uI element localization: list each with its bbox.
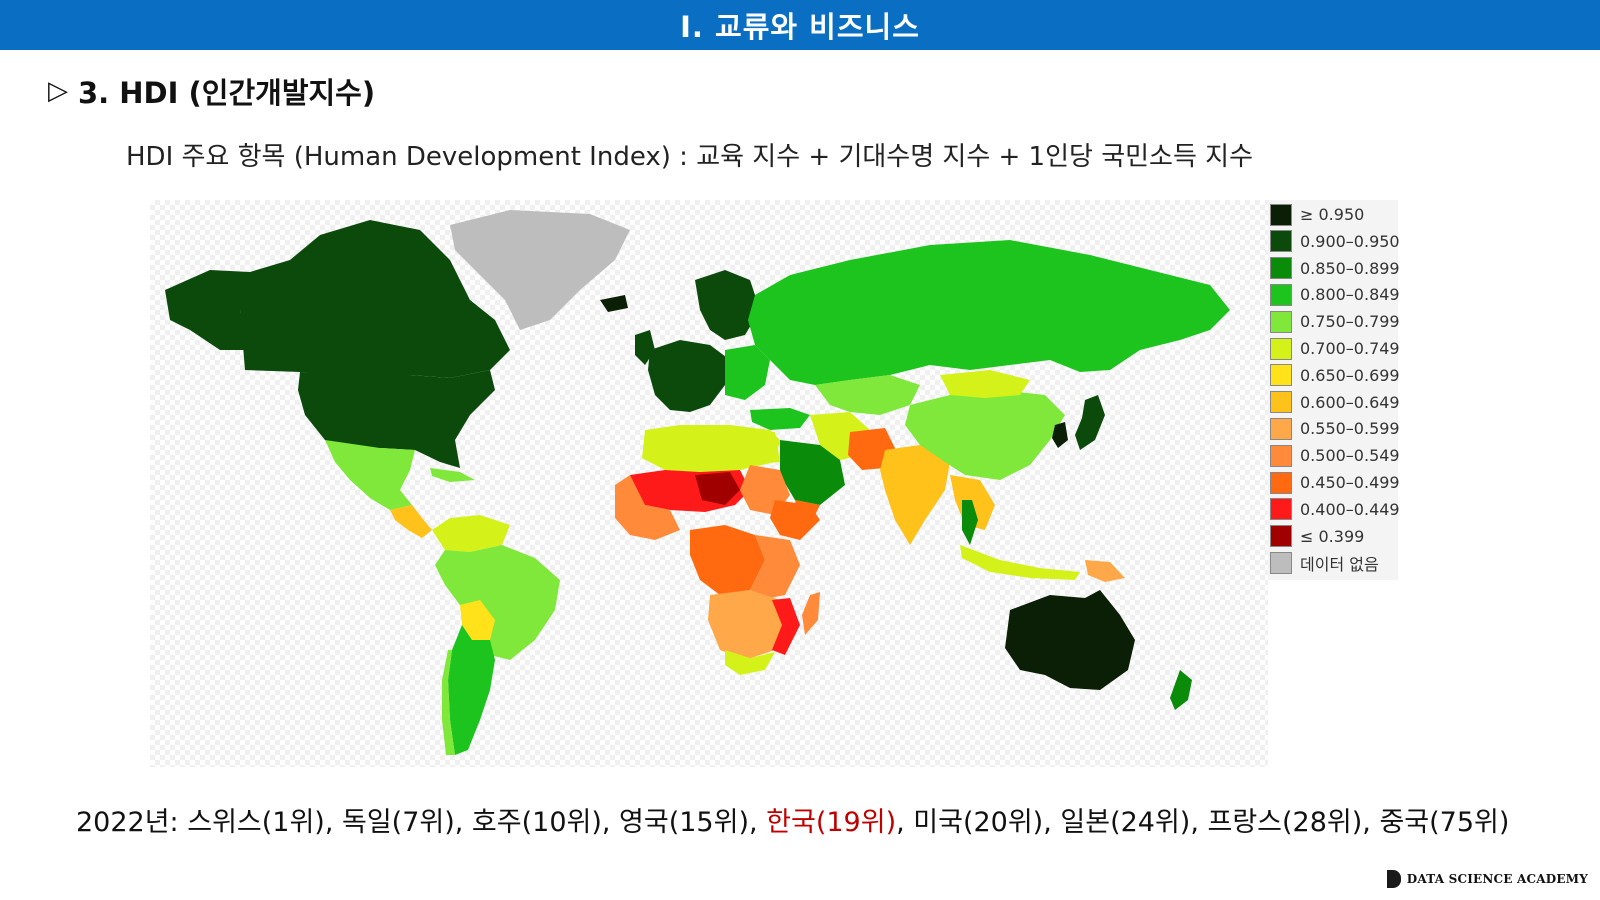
legend-label: 0.900–0.950 (1300, 231, 1400, 251)
region-chad-niger (695, 472, 740, 505)
region-uk (635, 330, 655, 365)
legend-swatch (1270, 310, 1292, 333)
legend-label: 데이터 없음 (1300, 554, 1379, 574)
legend-swatch (1270, 551, 1292, 574)
section-heading: ▷ 3. HDI (인간개발지수) (48, 70, 375, 112)
legend-swatch (1270, 471, 1292, 494)
legend-swatch (1270, 444, 1292, 467)
legend-item: 0.600–0.649 (1270, 390, 1400, 415)
legend-label: 0.750–0.799 (1300, 312, 1400, 332)
region-scandinavia (695, 270, 760, 340)
ranking-suffix: , 미국(20위), 일본(24위), 프랑스(28위), 중국(75위) (896, 807, 1510, 838)
region-western-europe (648, 340, 730, 412)
legend-label: 0.600–0.649 (1300, 392, 1400, 412)
ranking-korea-highlight: 한국(19위) (766, 807, 897, 838)
region-egypt (740, 428, 780, 465)
legend-item: 0.500–0.549 (1270, 443, 1400, 468)
region-greenland (450, 210, 630, 330)
region-papua (1085, 560, 1125, 582)
region-indonesia (960, 545, 1080, 580)
legend-swatch (1270, 391, 1292, 414)
region-china (905, 390, 1065, 480)
region-mexico (325, 440, 415, 510)
legend-swatch (1270, 417, 1292, 440)
legend-label: ≥ 0.950 (1300, 205, 1365, 224)
region-australia (1005, 590, 1135, 690)
legend-item: 0.650–0.699 (1270, 363, 1400, 388)
legend-item: 0.550–0.599 (1270, 416, 1400, 441)
legend-label: 0.550–0.599 (1300, 419, 1400, 439)
legend-swatch (1270, 364, 1292, 387)
region-iceland (600, 295, 628, 312)
header-bar: I. 교류와 비즈니스 (0, 0, 1600, 50)
academy-logo-icon (1386, 870, 1401, 888)
region-turkey (750, 408, 810, 430)
legend-label: ≤ 0.399 (1300, 526, 1365, 546)
legend-label: 0.400–0.449 (1300, 499, 1400, 519)
legend-label: 0.500–0.549 (1300, 446, 1400, 466)
region-central-america (390, 505, 432, 538)
legend-item: 0.750–0.799 (1270, 309, 1400, 334)
section-title: 3. HDI (인간개발지수) (78, 76, 376, 110)
legend-item: 0.900–0.950 (1270, 229, 1400, 254)
region-kazakhstan (815, 375, 920, 415)
legend-label: 0.450–0.499 (1300, 473, 1400, 492)
region-japan (1075, 395, 1105, 450)
region-argentina (448, 625, 495, 755)
legend-item: 0.700–0.749 (1270, 336, 1400, 361)
legend-item: 0.800–0.849 (1270, 282, 1400, 307)
region-canada (165, 220, 510, 378)
legend-swatch (1270, 203, 1292, 226)
region-thailand-malaysia (962, 500, 978, 545)
brand-logo: DATA SCIENCE ACADEMY (1386, 870, 1588, 888)
region-ethiopia (770, 500, 820, 540)
world-map-svg (165, 210, 1230, 755)
world-hdi-map (150, 200, 1268, 767)
hdi-legend: ≥ 0.950 0.900–0.950 0.850–0.899 0.800–0.849… (1268, 200, 1400, 580)
legend-swatch (1270, 337, 1292, 360)
region-korea (1052, 422, 1068, 448)
hdi-description: HDI 주요 항목 (Human Development Index) : 교육… (126, 142, 1253, 172)
legend-swatch (1270, 230, 1292, 253)
region-alaska (165, 290, 245, 350)
legend-item: ≥ 0.950 (1270, 202, 1364, 227)
region-east-africa (750, 535, 800, 600)
legend-label: 0.850–0.899 (1300, 258, 1400, 278)
region-bolivia (460, 600, 495, 640)
legend-swatch (1270, 525, 1292, 548)
ranking-prefix: 2022년: 스위스(1위), 독일(7위), 호주(10위), 영국(15위)… (76, 807, 767, 838)
legend-item: 0.850–0.899 (1270, 256, 1400, 281)
legend-label: 0.800–0.849 (1300, 285, 1400, 305)
region-southern-africa (708, 590, 790, 660)
region-new-zealand (1170, 670, 1192, 710)
region-eastern-europe (725, 345, 770, 400)
legend-item: 0.450–0.499 (1270, 470, 1400, 495)
brand-name: DATA SCIENCE ACADEMY (1406, 872, 1588, 886)
region-mongolia (940, 370, 1030, 398)
triangle-marker-icon: ▷ (48, 76, 68, 106)
ranking-footer: 2022년: 스위스(1위), 독일(7위), 호주(10위), 영국(15위)… (76, 800, 1509, 839)
legend-swatch (1270, 257, 1292, 280)
region-brazil (435, 545, 560, 660)
region-saudi-arabia (780, 440, 845, 505)
legend-item: 데이터 없음 (1270, 550, 1379, 575)
region-mozambique (772, 598, 800, 655)
region-colombia-venezuela (432, 515, 510, 552)
region-madagascar (802, 592, 820, 635)
legend-swatch (1270, 498, 1292, 521)
header-title: I. 교류와 비즈니스 (680, 10, 920, 44)
legend-item: 0.400–0.449 (1270, 497, 1400, 522)
legend-swatch (1270, 283, 1292, 306)
region-india (880, 445, 950, 545)
legend-label: 0.650–0.699 (1300, 365, 1400, 385)
region-chile (442, 650, 455, 755)
legend-label: 0.700–0.749 (1300, 339, 1400, 358)
region-south-africa (725, 650, 775, 675)
region-russia (748, 240, 1230, 385)
region-central-africa (690, 525, 765, 595)
region-caribbean (430, 468, 475, 482)
legend-item: ≤ 0.399 (1270, 524, 1364, 549)
region-west-africa (615, 475, 680, 540)
